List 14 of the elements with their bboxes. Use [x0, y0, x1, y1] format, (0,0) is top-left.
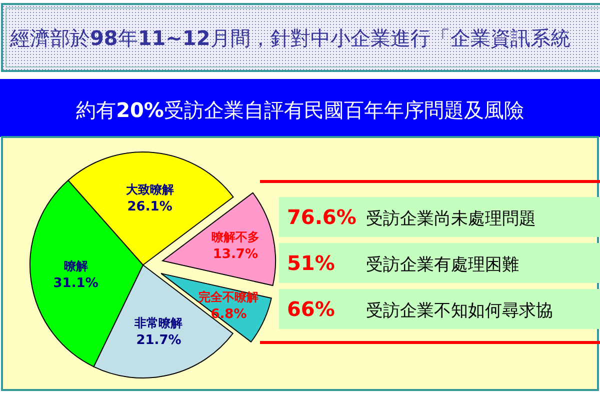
text: 66% 受訪企業不知如何尋求協 — [287, 297, 553, 321]
slice-label: 非常暸解 — [134, 316, 183, 330]
data-label: 21.7% — [136, 332, 182, 348]
text: 76.6% 受訪企業尚未處理問題 — [287, 205, 536, 229]
data-label: 13.7% — [212, 247, 258, 262]
slice-label: 暸解不多 — [211, 230, 260, 244]
chart-title: 經濟部於98年11~12月間，針對中小企業進行「企業資訊系統 — [9, 26, 570, 50]
slice-label: 大致暸解 — [126, 182, 174, 197]
data-label: 31.1% — [53, 276, 98, 292]
slice-label: 完全不暸解 — [198, 290, 259, 304]
text: 51% 受訪企業有處理困難 — [287, 251, 519, 275]
data-label: 26.1% — [127, 200, 172, 215]
slice-label: 暸解 — [64, 259, 88, 274]
chart-subtitle: 約有20%受訪企業自評有民國百年年序問題及風險 — [76, 98, 524, 122]
